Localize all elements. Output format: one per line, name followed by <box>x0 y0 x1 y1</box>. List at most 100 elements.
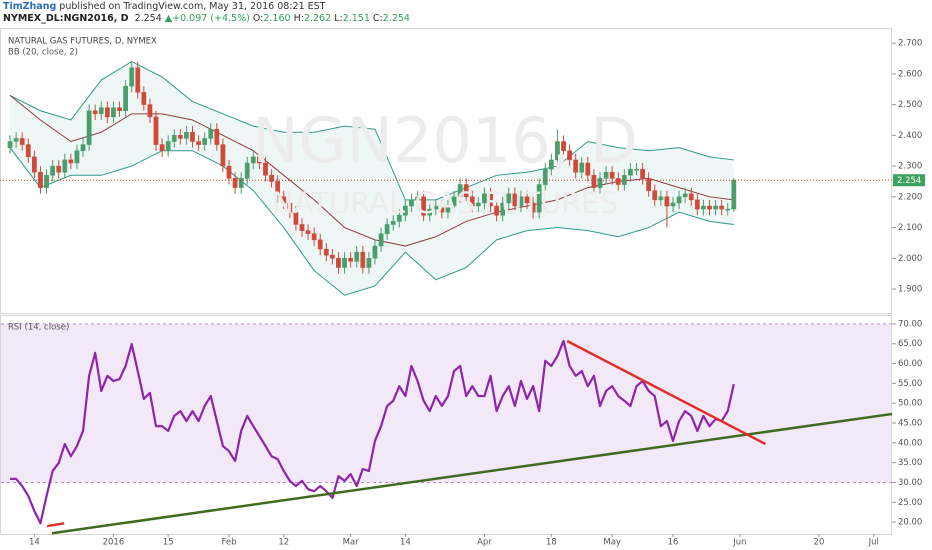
x-tick-label: 14 <box>29 538 40 548</box>
candle-body <box>396 215 402 222</box>
x-tick-label: Apr <box>477 538 492 548</box>
ohlc-fields: O:2.160 H:2.262 L:2.151 C:2.254 <box>253 13 410 24</box>
candle-body <box>165 141 171 151</box>
candle-body <box>573 159 579 173</box>
rsi-y-tick-label: 35.00 <box>898 458 922 468</box>
candle-body <box>494 205 499 216</box>
candle-body <box>330 254 335 259</box>
rsi-y-tick-label: 55.00 <box>898 379 922 389</box>
candle-body <box>475 202 481 207</box>
field-key: C: <box>372 13 383 24</box>
author[interactable]: TimZhang <box>3 1 57 12</box>
candle-body <box>451 196 457 207</box>
x-tick-label: 12 <box>278 538 289 548</box>
candle-body <box>196 141 201 145</box>
candle-body <box>427 208 433 216</box>
candle-body <box>585 162 591 176</box>
candle-body <box>354 251 360 262</box>
rsi-y-tick-label: 45.00 <box>898 419 922 429</box>
x-tick-label: Feb <box>221 538 236 548</box>
field-key: H: <box>293 13 304 24</box>
candle-body <box>190 132 195 142</box>
candle-body <box>536 184 542 213</box>
candle-body <box>208 128 214 139</box>
candle-body <box>323 248 329 256</box>
y-tick-label: 2.200 <box>898 192 922 202</box>
candle-body <box>129 67 135 87</box>
candle-body <box>488 193 493 207</box>
candle-body <box>184 132 189 139</box>
header-line-1: TimZhang published on TradingView.com, M… <box>3 1 410 13</box>
field-value: 2.151 <box>342 13 370 24</box>
candle-body <box>257 156 262 164</box>
arrow: ▲ <box>164 13 173 24</box>
candle-body <box>615 178 621 185</box>
candle-body <box>104 107 110 118</box>
candle-body <box>646 178 652 191</box>
candle-body <box>463 184 469 198</box>
field-value: 2.160 <box>263 13 291 24</box>
candle-body <box>287 202 293 213</box>
candle-body <box>171 135 177 142</box>
price-label: 2.254 <box>897 176 921 186</box>
candle-body <box>439 205 445 213</box>
candle-body <box>609 171 615 179</box>
trendline <box>46 522 65 528</box>
candle-body <box>214 128 220 145</box>
candle-body <box>658 196 664 201</box>
bb-lower <box>9 147 734 296</box>
candle-body <box>68 159 74 164</box>
candle-body <box>111 107 116 118</box>
candle-body <box>701 205 706 210</box>
candle-body <box>433 205 439 210</box>
candle-body <box>457 184 463 198</box>
candle-body <box>44 175 49 188</box>
candle-body <box>74 150 80 164</box>
candle-body <box>244 162 250 179</box>
header: TimZhang published on TradingView.com, M… <box>3 1 410 25</box>
candle-body <box>500 202 506 216</box>
rsi-y-tick-label: 65.00 <box>898 339 922 349</box>
y-tick-label: 2.700 <box>898 39 922 49</box>
candle-body <box>670 202 676 207</box>
candle-body <box>153 116 159 145</box>
y-tick-label: 2.000 <box>898 254 922 264</box>
candle-body <box>147 104 153 118</box>
candle-body <box>98 107 104 115</box>
candle-body <box>92 110 98 115</box>
candle-body <box>384 224 390 234</box>
candle-body <box>524 196 530 204</box>
candle-body <box>86 110 92 145</box>
candle-body <box>56 165 62 173</box>
candle-body <box>676 196 682 204</box>
candle-body <box>640 168 645 179</box>
plot-area <box>1 61 892 535</box>
candle-body <box>731 179 737 210</box>
candle-body <box>62 159 68 173</box>
price-panel-border <box>0 28 892 314</box>
rsi-y-tick-label: 25.00 <box>898 498 922 508</box>
candle-body <box>415 196 420 201</box>
x-tick-label: 16 <box>668 538 679 548</box>
candle-body <box>305 230 311 234</box>
candle-body <box>238 178 244 188</box>
rsi-y-tick-label: 20.00 <box>898 518 922 528</box>
candle-body <box>293 211 299 225</box>
x-tick-label: Jul <box>868 538 879 548</box>
candle-body <box>567 150 572 161</box>
x-tick-label: 2016 <box>103 538 125 548</box>
candle-body <box>19 138 25 145</box>
published: published on TradingView.com, May 31, 20… <box>59 1 326 12</box>
trendline <box>566 339 767 446</box>
chart-title: NATURAL GAS FUTURES, D, NYMEX <box>8 37 157 47</box>
rsi-y-tick-label: 60.00 <box>898 359 922 369</box>
symbol: NYMEX_DL:NGN2016, D <box>3 13 129 24</box>
candle-body <box>250 156 256 164</box>
candle-body <box>141 92 147 105</box>
candle-body <box>50 165 55 176</box>
candle-body <box>603 171 609 179</box>
candle-body <box>548 159 554 170</box>
candle-body <box>202 138 208 145</box>
candle-body <box>135 67 141 93</box>
